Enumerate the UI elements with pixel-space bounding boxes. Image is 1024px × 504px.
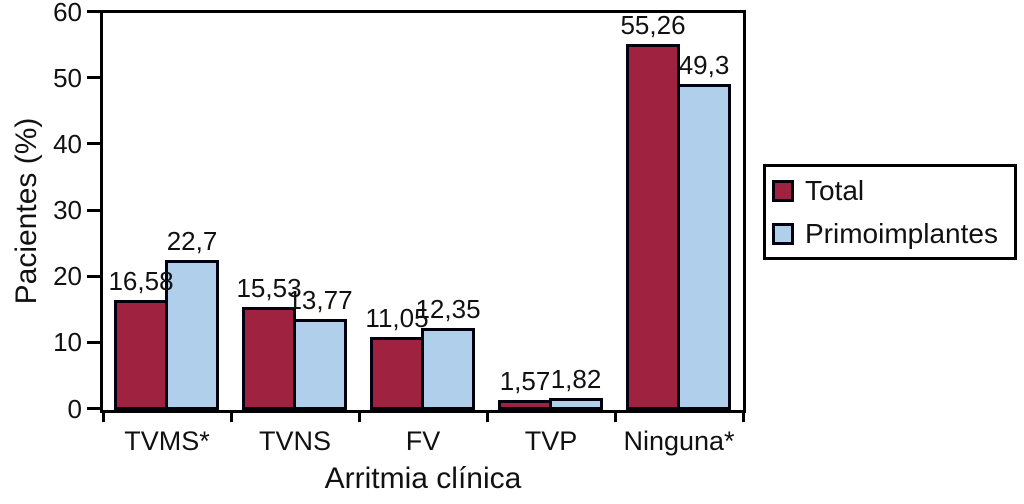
legend: Total Primoimplantes: [763, 164, 1017, 260]
category-label-tvns: TVNS: [258, 426, 331, 456]
legend-label-primoimplantes: Primoimplantes: [805, 217, 998, 249]
y-tick-label: 60: [53, 0, 82, 27]
category-label-fv: FV: [405, 426, 441, 456]
x-tick-mark: [101, 413, 105, 422]
y-tick-mark: [87, 407, 100, 410]
x-tick-mark: [229, 413, 233, 422]
bar-total-tvp: [498, 399, 552, 410]
legend-label-total: Total: [805, 174, 865, 206]
y-tick-label: 50: [53, 62, 82, 93]
y-tick-label: 40: [53, 128, 82, 159]
bar-value-label-total-tvns: 15,53: [236, 273, 302, 304]
y-tick-mark: [87, 208, 100, 212]
bar-total-ninguna: [626, 44, 680, 410]
bar-value-label-total-tvms: 16,58: [108, 266, 174, 297]
bar-value-label-primoimplantes-fv: 12,35: [415, 294, 481, 325]
bar-value-label-total-tvp: 1,57: [499, 365, 551, 396]
y-tick-mark: [87, 274, 100, 278]
y-tick-label: 10: [53, 327, 82, 358]
legend-swatch-total: [772, 179, 794, 202]
x-axis-title: Arritmia clínica: [324, 462, 522, 495]
bar-primoimplantes-tvp: [549, 397, 603, 410]
bar-total-tvns: [242, 307, 296, 410]
bar-primoimplantes-fv: [421, 328, 475, 410]
legend-item-primoimplantes: Primoimplantes: [772, 218, 1014, 250]
y-tick-mark: [87, 142, 100, 146]
legend-swatch-primoimplantes: [772, 222, 794, 245]
bar-value-label-primoimplantes-tvp: 1,82: [550, 363, 602, 394]
category-label-tvp: TVP: [524, 426, 578, 456]
category-label-ninguna: Ninguna*: [623, 426, 735, 456]
bar-primoimplantes-tvms: [165, 259, 219, 410]
bar-total-tvms: [114, 300, 168, 410]
y-tick-mark: [87, 10, 100, 13]
y-tick-label: 0: [67, 393, 82, 424]
y-tick-mark: [87, 340, 100, 344]
bar-value-label-total-fv: 11,05: [365, 302, 429, 333]
y-tick-label: 30: [53, 195, 82, 225]
y-tick-label: 20: [53, 261, 82, 292]
bar-value-label-primoimplantes-tvns: 13,77: [287, 284, 353, 315]
bar-primoimplantes-ninguna: [677, 83, 731, 410]
plot-area: 16,58 22,7 15,53 13,77 11,05 12,35 1,57 1,82 55,…: [100, 10, 746, 413]
bar-total-fv: [370, 336, 424, 410]
x-tick-mark: [357, 413, 361, 422]
y-tick-mark: [87, 76, 100, 80]
category-label-tvms: TVMS*: [124, 426, 210, 456]
bar-primoimplantes-tvns: [293, 318, 347, 410]
bar-value-label-primoimplantes-tvms: 22,7: [166, 225, 218, 256]
legend-item-total: Total: [772, 175, 1014, 207]
x-tick-mark: [485, 413, 489, 422]
x-tick-mark: [741, 413, 745, 422]
bar-value-label-total-ninguna: 55,26: [620, 10, 686, 41]
bar-value-label-primoimplantes-ninguna: 49,3: [678, 49, 730, 80]
x-tick-mark: [613, 413, 617, 422]
